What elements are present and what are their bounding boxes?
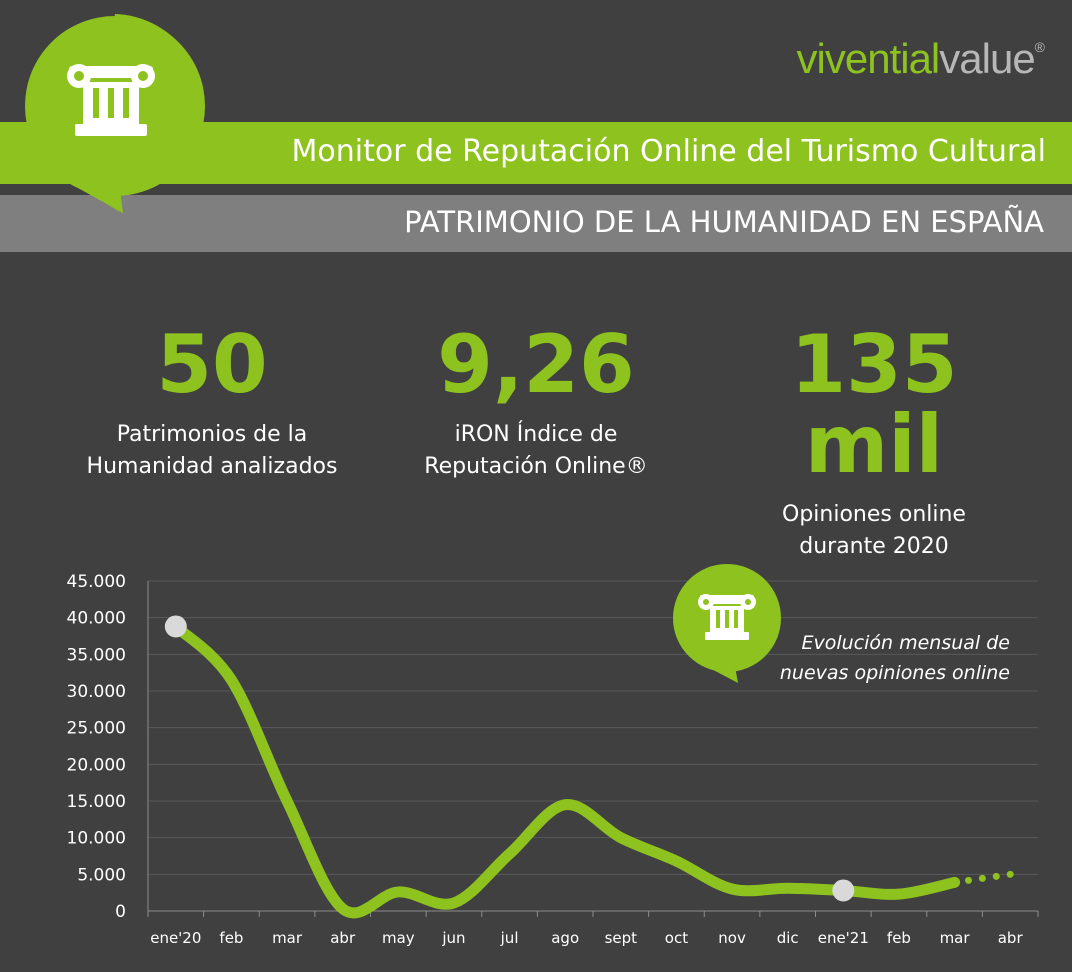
stat-value: 9,26 [437, 318, 635, 411]
stat-label-line1: iRON Índice de [454, 422, 618, 447]
x-tick-label: ene'21 [818, 929, 869, 947]
series-line [170, 620, 961, 919]
x-tick-label: mar [272, 929, 303, 947]
brand-logo: viventialvalue® [796, 35, 1046, 82]
y-tick-label: 0 [115, 902, 126, 922]
x-tick-label: jul [500, 929, 519, 947]
x-tick-label: abr [330, 929, 356, 947]
stat-label-line1: Patrimonios de la [116, 422, 308, 447]
line-chart: 45.000 40.000 35.000 30.000 25.000 20.000 15.0… [67, 572, 1039, 947]
x-tick-label: jun [441, 929, 465, 947]
page-title: Monitor de Reputación Online del Turismo… [291, 134, 1047, 169]
y-tick-label: 40.000 [67, 609, 126, 629]
x-tick-label: nov [718, 929, 746, 947]
x-tick-label: oct [665, 929, 688, 947]
stat-label-line2: durante 2020 [799, 534, 949, 559]
stat-label-line2: Humanidad analizados [86, 454, 338, 479]
chart-note-line1: Evolución mensual de [801, 632, 1010, 654]
y-tick-label: 10.000 [67, 829, 126, 849]
x-tick-label: dic [777, 929, 799, 947]
y-tick-label: 45.000 [67, 572, 126, 592]
y-tick-label: 5.000 [77, 865, 126, 885]
chart-note: Evolución mensual de nuevas opiniones on… [780, 628, 1010, 688]
projection-dot [978, 874, 986, 882]
subtitle-band: PATRIMONIO DE LA HUMANIDAD EN ESPAÑA [0, 195, 1072, 252]
x-tick-label: may [382, 929, 415, 947]
stat-label-line2: Reputación Online® [424, 454, 648, 479]
brand-part1: vivential [796, 35, 941, 82]
y-tick-label: 35.000 [67, 645, 126, 665]
column-icon [25, 14, 205, 214]
page-subtitle: PATRIMONIO DE LA HUMANIDAD EN ESPAÑA [404, 205, 1044, 239]
stat-opiniones: 135 mil Opiniones online durante 2020 [714, 325, 1034, 563]
y-tick-label: 15.000 [67, 792, 126, 812]
projection-dot [992, 872, 1000, 880]
y-tick-label: 30.000 [67, 682, 126, 702]
x-tick-label: feb [887, 929, 911, 947]
x-tick-label: mar [940, 929, 971, 947]
x-tick-label: feb [219, 929, 243, 947]
column-icon [673, 564, 781, 683]
x-tick-label: ene'20 [150, 929, 201, 947]
stat-label-line1: Opiniones online [782, 502, 966, 527]
chart-note-line2: nuevas opiniones online [779, 662, 1010, 684]
projection-dot [964, 876, 972, 884]
brand-registered-mark: ® [1034, 39, 1045, 55]
y-tick-label: 20.000 [67, 755, 126, 775]
stat-patrimonios: 50 Patrimonios de la Humanidad analizado… [62, 325, 362, 483]
x-tick-label: ago [551, 929, 579, 947]
y-tick-label: 25.000 [67, 719, 126, 739]
stat-value: 135 mil [790, 318, 958, 491]
data-point-marker [832, 879, 855, 902]
x-tick-label: sept [605, 929, 638, 947]
stat-iron: 9,26 iRON Índice de Reputación Online® [386, 325, 686, 483]
x-tick-label: abr [998, 929, 1024, 947]
brand-part2: value [939, 35, 1035, 82]
data-point-marker [164, 615, 187, 638]
projection-dot [1006, 870, 1014, 878]
stat-value: 50 [156, 318, 268, 411]
